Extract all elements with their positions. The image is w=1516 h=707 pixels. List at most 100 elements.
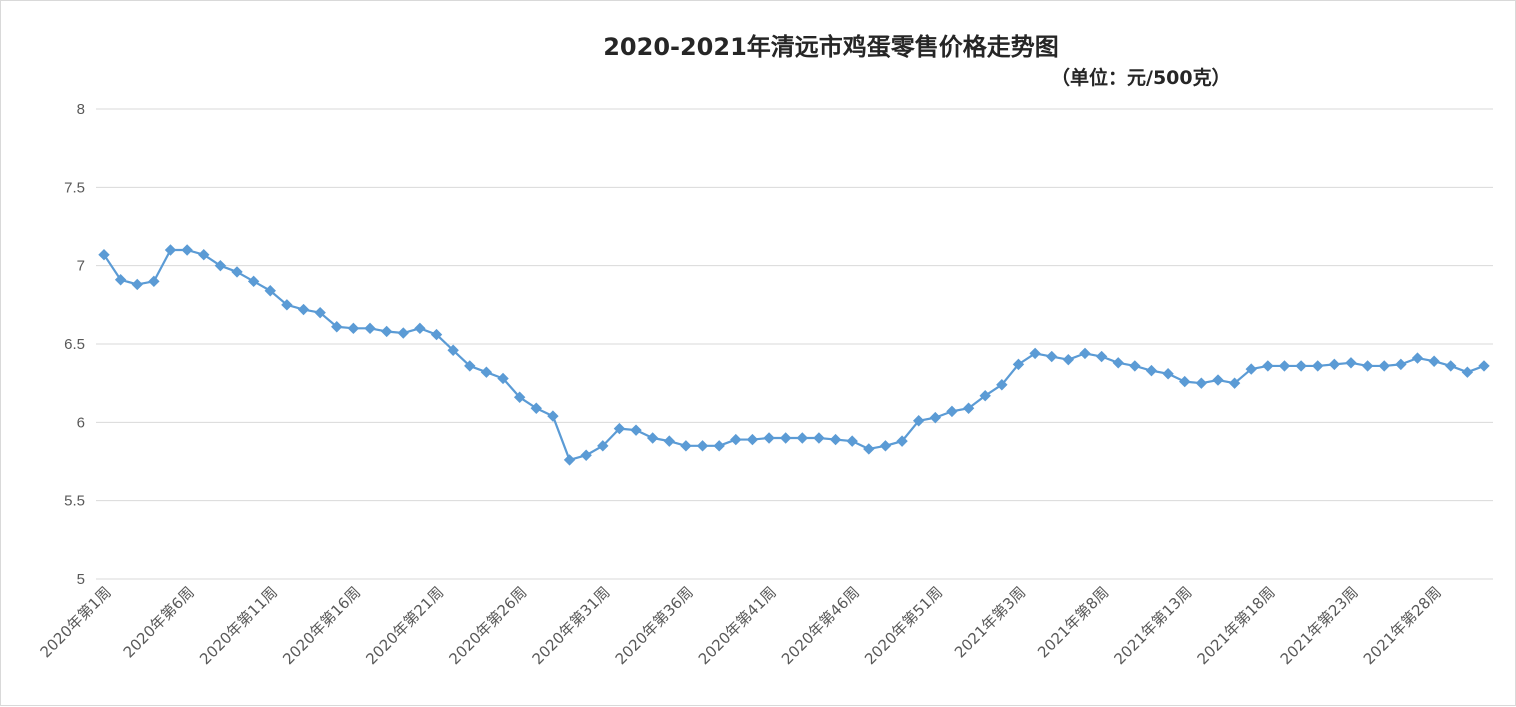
- data-point: [1212, 374, 1224, 386]
- data-point: [264, 285, 276, 297]
- y-tick-label: 7.5: [64, 179, 85, 196]
- data-point: [1112, 357, 1124, 369]
- chart-title: 2020-2021年清远市鸡蛋零售价格走势图: [603, 33, 1059, 61]
- data-point: [763, 432, 775, 444]
- y-tick-label: 7: [77, 258, 85, 275]
- data-point: [1162, 368, 1174, 380]
- data-point: [497, 372, 509, 385]
- data-point: [214, 259, 227, 272]
- data-point: [364, 322, 376, 335]
- x-tick-label: 2020年第1周: [37, 583, 115, 661]
- x-tick-label: 2020年第51周: [861, 583, 946, 668]
- chart-subtitle: （单位：元/500克）: [1051, 67, 1231, 89]
- x-tick-label: 2021年第13周: [1111, 583, 1196, 668]
- x-tick-label: 2021年第3周: [951, 583, 1029, 661]
- data-point: [879, 440, 892, 452]
- data-point: [1012, 358, 1025, 371]
- data-point: [430, 328, 443, 341]
- data-point: [331, 321, 343, 333]
- data-point: [829, 433, 842, 446]
- data-point: [1345, 357, 1357, 369]
- data-point: [1062, 353, 1075, 366]
- data-point: [1245, 363, 1257, 375]
- x-tick-label: 2020年第31周: [529, 583, 614, 668]
- data-point: [563, 454, 576, 466]
- data-point: [380, 325, 393, 338]
- data-point: [680, 440, 692, 452]
- data-point: [796, 432, 809, 444]
- x-tick-label: 2020年第26周: [445, 583, 530, 668]
- data-point: [231, 266, 243, 278]
- y-tick-label: 5.5: [64, 493, 85, 510]
- data-point: [1278, 360, 1291, 372]
- data-point: [713, 440, 725, 452]
- data-point: [1046, 350, 1058, 363]
- data-point: [247, 275, 260, 288]
- data-point: [946, 405, 958, 418]
- data-point: [1411, 352, 1424, 364]
- data-point: [1428, 355, 1440, 367]
- y-tick-label: 6.5: [64, 336, 85, 353]
- data-point: [347, 322, 360, 335]
- data-point: [863, 443, 875, 455]
- data-point: [480, 366, 493, 378]
- y-tick-label: 8: [77, 101, 85, 118]
- data-point: [646, 432, 659, 444]
- data-point: [1445, 360, 1457, 372]
- data-point: [1095, 350, 1108, 363]
- x-tick-label: 2020年第46周: [778, 583, 863, 668]
- data-point: [929, 411, 942, 424]
- data-point: [1195, 377, 1208, 389]
- data-point: [1228, 377, 1241, 389]
- data-point: [663, 435, 676, 447]
- data-point: [131, 278, 143, 291]
- data-point: [1129, 360, 1141, 372]
- data-point: [447, 344, 459, 356]
- x-tick-label: 2021年第28周: [1360, 583, 1445, 668]
- data-point: [1378, 360, 1390, 372]
- x-tick-label: 2020年第11周: [196, 583, 281, 668]
- data-point: [1029, 347, 1041, 360]
- y-tick-label: 6: [77, 414, 85, 431]
- x-tick-label: 2021年第18周: [1194, 583, 1279, 668]
- y-tick-label: 5: [77, 571, 85, 588]
- data-point: [281, 299, 293, 311]
- x-tick-label: 2020年第6周: [120, 583, 198, 661]
- data-point: [1262, 360, 1274, 372]
- data-point: [613, 422, 626, 435]
- data-point: [314, 306, 326, 319]
- data-point: [148, 275, 160, 288]
- data-point: [813, 432, 825, 444]
- data-point: [1295, 360, 1307, 372]
- data-point: [580, 449, 592, 461]
- data-point: [979, 389, 991, 402]
- data-point: [1361, 360, 1374, 372]
- data-point: [297, 303, 310, 316]
- x-tick-label: 2020年第36周: [612, 583, 697, 668]
- data-point: [912, 415, 925, 427]
- x-tick-label: 2020年第41周: [695, 583, 780, 668]
- data-point: [547, 410, 559, 422]
- data-point: [896, 435, 908, 447]
- data-point: [181, 244, 193, 256]
- x-tick-label: 2021年第8周: [1034, 583, 1112, 661]
- data-point: [1478, 360, 1490, 372]
- data-point: [746, 433, 759, 446]
- data-point: [1328, 358, 1341, 371]
- data-point: [397, 327, 409, 339]
- data-point: [1395, 358, 1407, 371]
- x-tick-label: 2020年第21周: [362, 583, 447, 668]
- data-point: [98, 248, 110, 261]
- data-point: [597, 440, 609, 452]
- series-line: [103, 248, 1485, 462]
- data-point: [1079, 347, 1091, 360]
- data-point: [630, 424, 642, 436]
- data-point: [464, 360, 476, 372]
- data-point: [996, 379, 1008, 391]
- data-point: [164, 244, 177, 256]
- data-point: [1312, 360, 1324, 372]
- data-point: [696, 440, 709, 452]
- data-point: [779, 432, 792, 444]
